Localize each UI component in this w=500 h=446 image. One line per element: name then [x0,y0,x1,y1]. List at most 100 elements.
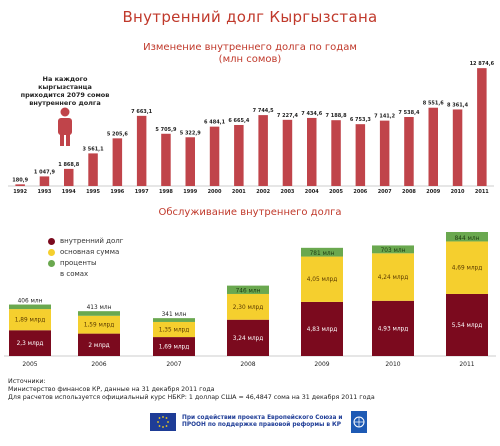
legend-label-currency: в сомах [60,270,89,278]
chart1-value-label: 1 047,9 [34,169,56,175]
chart1-tick-label: 2009 [426,189,440,195]
legend-item-interest: проценты [48,258,123,269]
chart1-bar [258,115,268,186]
footer: При содействии проекта Европейского Союз… [150,409,370,435]
chart1-value-label: 7 744,5 [253,108,275,114]
chart1-tick-label: 2001 [232,189,246,195]
chart1-tick-label: 2006 [353,189,367,195]
chart2-tick-label: 2005 [22,361,37,368]
chart1-value-label: 5 205,6 [107,131,129,137]
chart1-bar [112,138,123,186]
chart2-segment [78,315,120,334]
chart1-tick-label: 2007 [378,189,392,195]
chart2-segment-label: 1,69 млрд [159,345,190,351]
chart2-segment-label: 844 млн [455,236,480,242]
chart1-tick-label: 1996 [110,189,124,195]
chart2-segment [9,304,51,310]
chart2-segment-label: 4,05 млрд [307,277,338,283]
chart2-segment-label: 3,24 млрд [233,336,264,342]
sources-label: Источники: [8,378,46,385]
chart2-tick-label: 2010 [385,361,400,368]
chart2-segment [9,330,51,356]
chart1-value-label: 7 227,4 [277,113,299,119]
chart1-bar [64,168,74,186]
chart1-tick-label: 1993 [37,189,51,195]
legend-dot-interest [48,260,55,267]
chart1-value-label: 1 868,8 [58,162,80,168]
chart2-title: Обслуживание внутреннего долга [158,207,342,218]
chart2-segment [153,318,195,322]
chart2-segment [301,301,343,356]
chart2-segment [153,337,195,356]
chart1-value-label: 5 322,9 [180,130,202,136]
chart2-segment-label: 781 млн [310,251,335,257]
legend-label-principal: основная сумма [60,248,120,256]
chart1-bar [307,117,317,186]
chart2-segment-label: 2 млрд [88,343,109,349]
chart1-tick-label: 1992 [13,189,27,195]
chart1-value-label: 3 561,1 [83,146,105,152]
legend-label-interest: проценты [60,259,97,267]
chart2-segment [372,245,414,254]
chart2-segment-label: 703 млн [381,248,406,254]
chart1-tick-label: 2008 [402,189,416,195]
chart1-bar [234,124,244,186]
sources: Источники: Министерство финансов КР, дан… [8,378,375,403]
chart1-value-label: 5 705,9 [155,127,177,133]
legend-dot-principal [48,249,55,256]
chart1-tick-label: 1997 [135,189,149,195]
chart2-segment-label: 5,54 млрд [452,323,483,329]
chart2-segment-label: 4,83 млрд [307,327,338,333]
chart1-bar [404,116,414,186]
chart1-tick-label: 1999 [183,189,197,195]
chart1-tick-label: 1995 [86,189,100,195]
chart1-bar [88,153,98,186]
chart1-bar [15,184,25,186]
chart2-segment [227,285,269,294]
chart1-tick-label: 2004 [305,189,319,195]
chart1-value-label: 6 665,4 [228,118,250,124]
chart1-value-label: 7 141,2 [374,114,396,120]
chart1-value-label: 7 663,1 [131,109,153,115]
chart2-segment-label: 413 млн [87,305,112,311]
chart1-tick-label: 2011 [475,189,489,195]
chart2-segment [227,293,269,320]
chart1-bar [209,126,220,186]
chart1-bar [161,133,171,186]
chart2-segment [227,319,269,356]
chart1-value-label: 12 874,6 [470,61,495,67]
chart1-tick-label: 2005 [329,189,343,195]
chart1-bar [355,124,366,186]
source-2: Для расчетов используется официальный ку… [8,394,375,402]
chart2-segment [446,293,488,356]
chart2-segment-label: 4,24 млрд [378,275,409,281]
chart1-value-label: 6 753,3 [350,117,372,123]
chart1-value-label: 7 434,6 [301,111,323,117]
chart2-tick-label: 2007 [166,361,181,368]
chart1-tick-label: 1998 [159,189,173,195]
chart1-tick-label: 2002 [256,189,270,195]
chart1-bar [428,107,438,186]
chart1-bar [379,120,390,186]
eu-flag-icon [150,413,176,431]
chart1-title-text: Изменение внутреннего долга по годам [143,42,357,53]
chart2-segment [9,309,51,331]
chart2-segment-label: 406 млн [18,299,43,305]
chart1-value-label: 7 188,8 [326,113,348,119]
chart1-bar [185,137,195,186]
chart2-tick-label: 2009 [314,361,329,368]
chart1-tick-label: 2010 [451,189,465,195]
chart1-bar [477,68,487,186]
chart2-segment [372,253,414,301]
chart2-segment [78,311,120,316]
undp-logo-icon [351,411,367,433]
chart2-segment-label: 1,89 млрд [15,318,46,324]
chart2-segment [446,241,488,294]
chart2-segment [78,333,120,356]
chart1-tick-label: 2000 [208,189,222,195]
chart2-segment-label: 1,59 млрд [84,323,115,329]
chart2-segment [301,247,343,257]
chart2-tick-label: 2006 [91,361,106,368]
chart1-value-label: 180,9 [12,177,28,183]
